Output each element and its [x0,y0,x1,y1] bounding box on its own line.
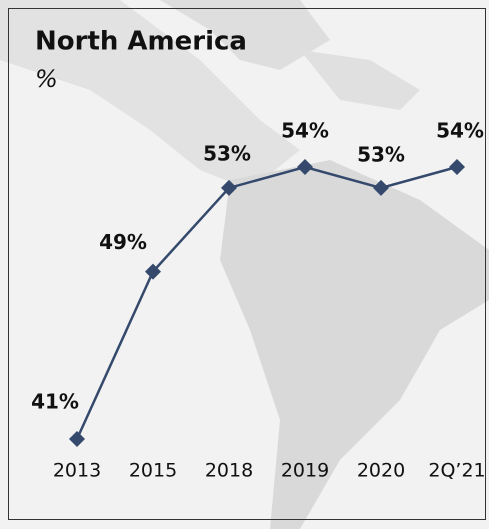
x-tick-label: 2019 [281,460,329,482]
value-label: 41% [31,390,79,414]
marker [221,179,237,196]
marker [69,431,85,447]
x-tick-label: 2013 [53,460,101,482]
value-label: 54% [281,119,329,143]
map-land [160,0,330,70]
value-label: 53% [357,142,405,166]
marker [373,179,389,196]
x-tick-label: 2015 [129,460,177,482]
value-label: 49% [99,230,147,254]
x-tick-label: 2Q’21 [428,460,485,482]
chart-title: North America [35,27,247,57]
x-tick-label: 2018 [205,460,253,482]
map-land [220,160,489,529]
value-label: 53% [203,141,251,165]
map-land [300,50,420,110]
value-label: 54% [436,119,484,143]
line [75,165,458,440]
x-tick-label: 2020 [357,460,405,482]
chart-subtitle: % [35,65,58,93]
marker [145,263,161,280]
frame [8,8,486,520]
marker [449,159,465,175]
map-land [0,0,300,190]
marker [297,159,313,175]
